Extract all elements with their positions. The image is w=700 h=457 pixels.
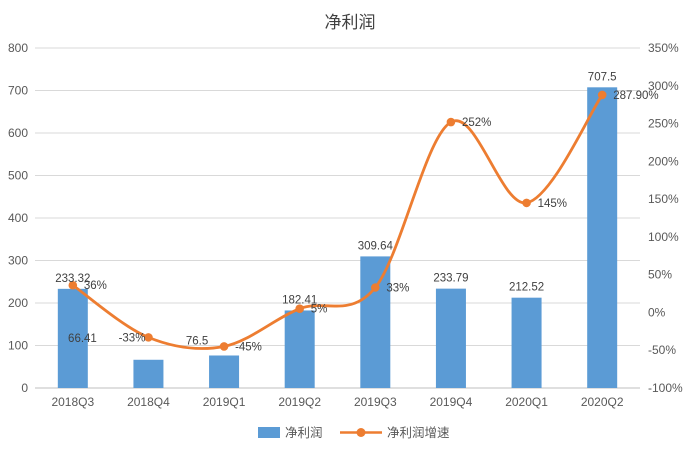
line-marker-icon	[295, 304, 304, 313]
bar-data-label: 76.5	[186, 335, 208, 347]
bar	[57, 288, 88, 388]
bar	[284, 310, 315, 388]
left-axis-tick-label: 200	[8, 296, 28, 310]
line-data-label: 145%	[538, 198, 567, 210]
line-marker-icon	[597, 90, 607, 100]
legend-bar-label: 净利润	[285, 426, 323, 440]
line-data-label: 36%	[84, 280, 107, 292]
line-data-label: -33%	[119, 332, 146, 344]
left-axis-tick-label: 0	[21, 381, 28, 395]
line-marker-icon	[446, 117, 456, 127]
bar	[133, 359, 164, 388]
line-marker-icon	[144, 333, 153, 342]
x-axis-category-label: 2020Q2	[581, 395, 624, 409]
line-marker-icon	[371, 283, 380, 292]
legend-line-label: 净利润增速	[387, 425, 450, 440]
x-axis-category-label: 2020Q1	[505, 395, 548, 409]
left-axis-tick-label: 500	[8, 169, 28, 183]
line-data-label: 252%	[462, 117, 491, 129]
bar	[587, 87, 618, 388]
line-marker-icon	[522, 198, 531, 208]
right-axis-tick-label: 200%	[648, 154, 679, 168]
legend-line-marker-icon	[356, 428, 366, 437]
x-axis-category-label: 2019Q3	[354, 395, 397, 409]
bar-data-label: 182.41	[282, 294, 317, 306]
bar-data-label: 707.5	[588, 71, 617, 83]
x-axis-category-label: 2018Q3	[51, 395, 94, 409]
bar-data-label: 66.41	[68, 333, 97, 345]
bar	[360, 256, 391, 388]
x-axis-category-label: 2019Q2	[278, 395, 321, 409]
line-data-label: 287.90%	[613, 90, 658, 102]
line-data-label: -45%	[235, 341, 262, 353]
right-axis-tick-label: 150%	[648, 192, 679, 206]
right-axis-tick-label: 250%	[648, 117, 679, 131]
x-axis-category-label: 2019Q4	[430, 395, 473, 409]
left-axis-tick-label: 300	[8, 254, 28, 268]
bar	[435, 288, 466, 388]
bar-data-label: 233.32	[55, 273, 90, 285]
bar	[511, 297, 542, 388]
right-axis-tick-label: 0%	[648, 305, 666, 319]
line-data-label: 33%	[386, 283, 409, 295]
x-axis-category-label: 2019Q1	[203, 395, 246, 409]
plot-content: 0 100 200 300 400 500 600 700 800 -100% -50% 0% 50% 1…	[8, 41, 683, 409]
right-axis-tick-label: 50%	[648, 268, 672, 282]
chart-title: 净利润	[325, 13, 376, 32]
left-axis-tick-label: 800	[8, 41, 28, 55]
left-axis-tick-label: 600	[8, 126, 28, 140]
bar	[209, 355, 240, 388]
right-axis-tick-label: 350%	[648, 41, 679, 55]
line-marker-icon	[219, 342, 229, 351]
left-axis-tick-label: 700	[8, 84, 28, 98]
chart-legend: 净利润 净利润增速	[258, 425, 450, 440]
legend-bar-swatch	[258, 427, 280, 438]
x-axis-category-label: 2018Q4	[127, 395, 170, 409]
right-axis-tick-label: -100%	[648, 381, 683, 395]
right-axis-tick-label: -50%	[648, 343, 676, 357]
bar-data-label: 233.79	[433, 273, 468, 285]
right-axis-tick-label: 300%	[648, 79, 679, 93]
right-axis-tick-label: 100%	[648, 230, 679, 244]
left-axis-tick-label: 100	[8, 339, 28, 353]
line-data-label: 5%	[311, 304, 328, 316]
line-marker-icon	[68, 280, 78, 290]
bar-data-label: 212.52	[509, 282, 544, 294]
bar-data-label: 309.64	[358, 240, 394, 252]
left-axis-tick-label: 400	[8, 211, 28, 225]
